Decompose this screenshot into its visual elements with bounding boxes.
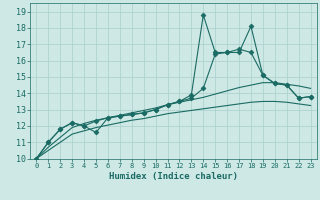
X-axis label: Humidex (Indice chaleur): Humidex (Indice chaleur) [109,172,238,181]
